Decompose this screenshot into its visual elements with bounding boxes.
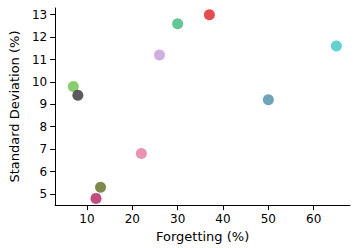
svg-text:10: 10 [32, 75, 47, 89]
svg-text:40: 40 [215, 212, 230, 226]
svg-text:30: 30 [170, 212, 185, 226]
svg-text:60: 60 [306, 212, 321, 226]
svg-text:5: 5 [40, 187, 48, 201]
svg-text:Forgetting (%): Forgetting (%) [156, 229, 249, 244]
svg-text:9: 9 [40, 97, 48, 111]
svg-text:10: 10 [79, 212, 94, 226]
svg-text:50: 50 [261, 212, 276, 226]
svg-text:12: 12 [32, 30, 47, 44]
svg-text:11: 11 [32, 53, 47, 67]
svg-text:6: 6 [40, 165, 48, 179]
svg-text:8: 8 [40, 120, 48, 134]
svg-text:Standard Deviation (%): Standard Deviation (%) [7, 31, 22, 183]
svg-text:13: 13 [32, 8, 47, 22]
svg-text:7: 7 [40, 142, 48, 156]
svg-text:20: 20 [125, 212, 140, 226]
